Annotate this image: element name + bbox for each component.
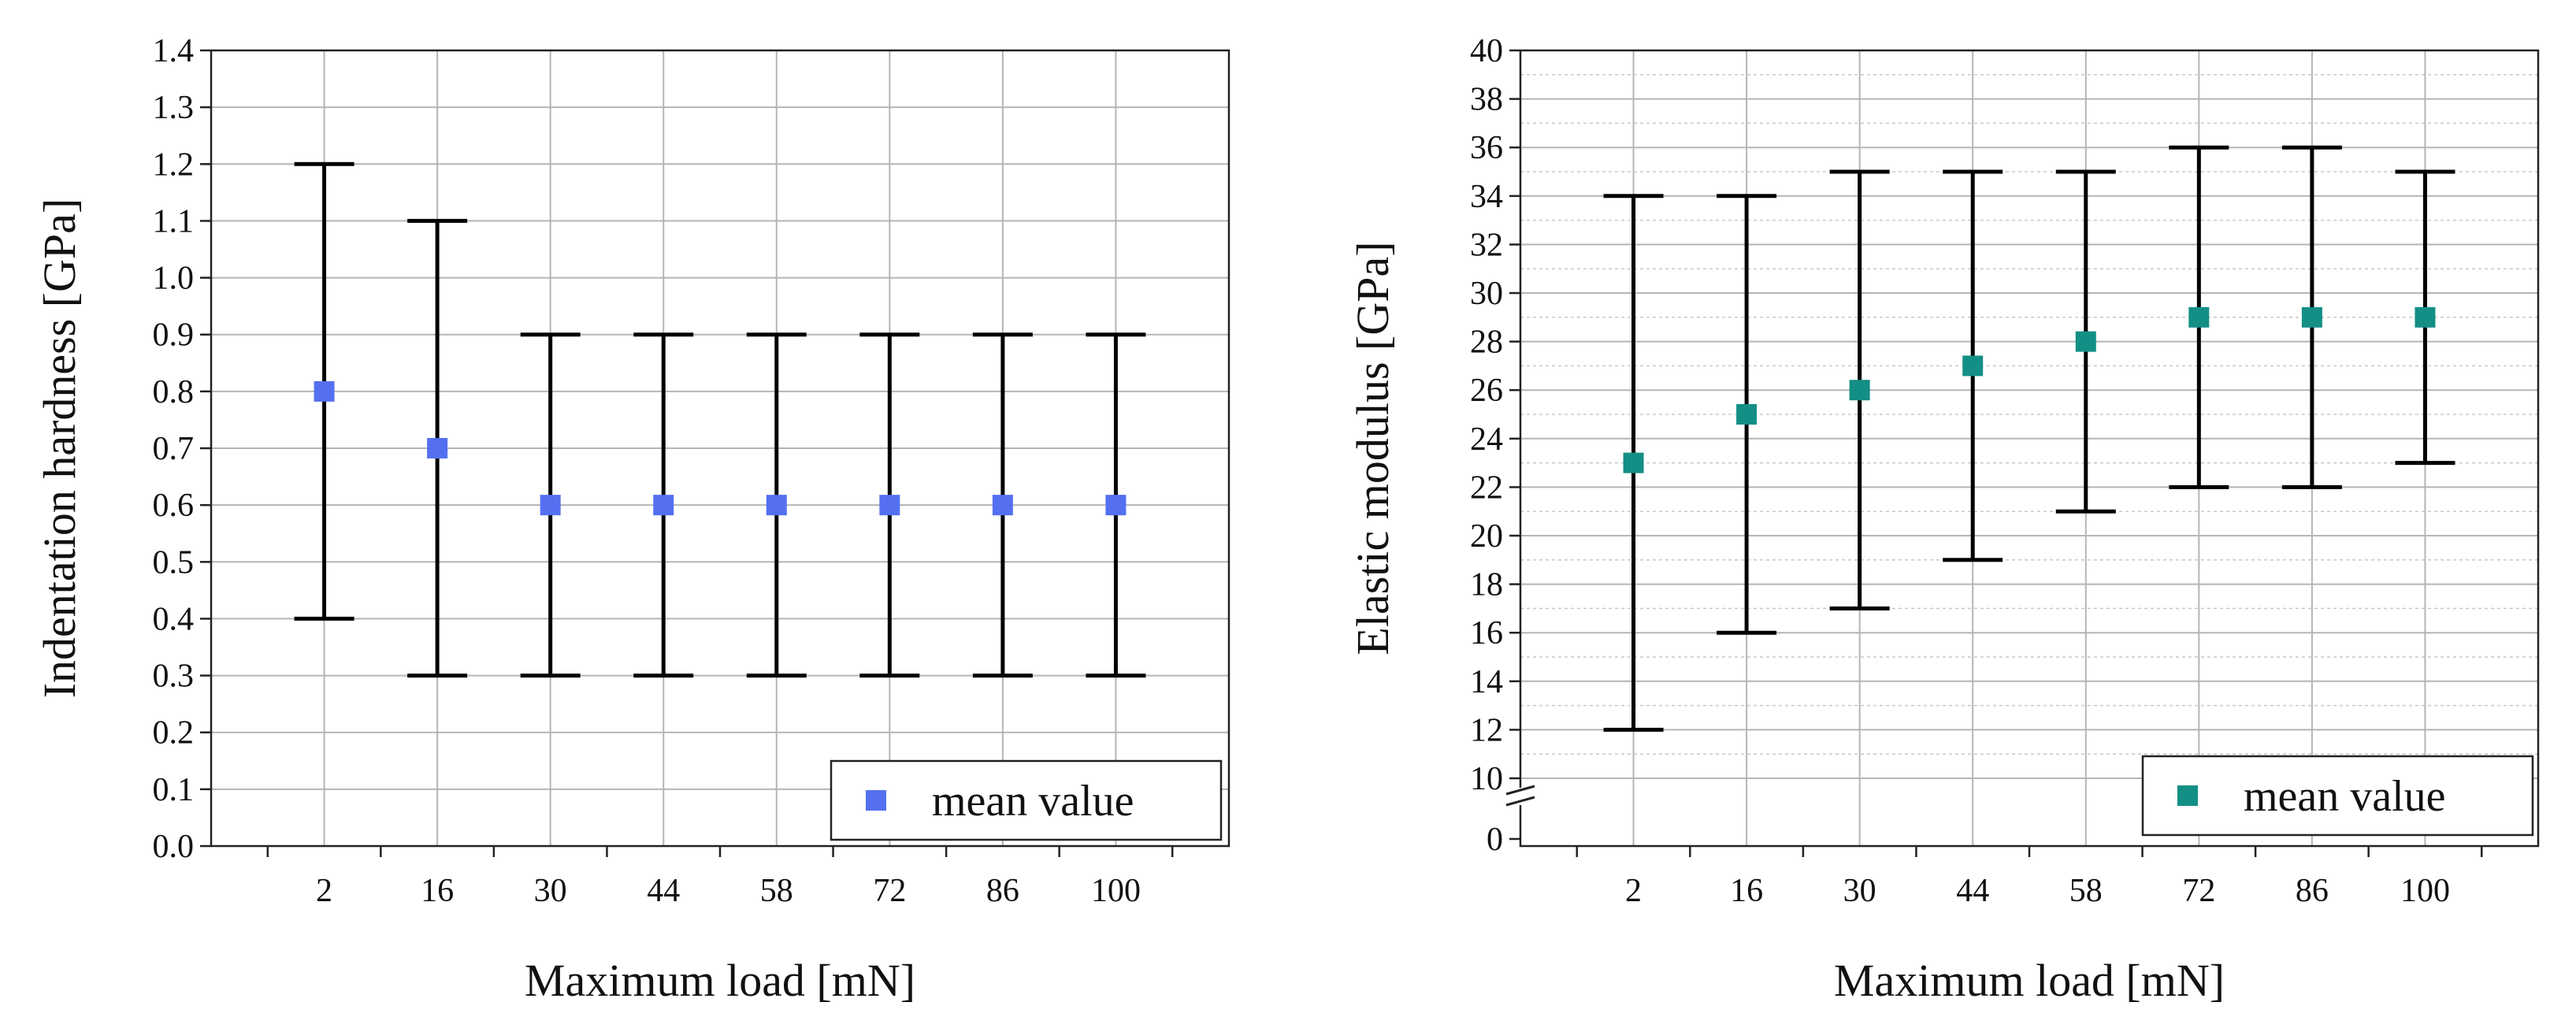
x-tick-label: 100 — [1091, 873, 1141, 909]
y-tick-label: 10 — [1470, 761, 1503, 797]
y-tick-label: 20 — [1470, 518, 1503, 555]
x-tick-label: 100 — [2400, 873, 2450, 909]
y-tick-label: 40 — [1470, 33, 1503, 69]
y-tick-label: 1.2 — [153, 147, 195, 183]
hardness-data-marks — [294, 161, 1146, 678]
hardness-x-ticks: 2 16 30 44 58 72 86 100 — [266, 846, 1174, 909]
mean-value-point — [653, 495, 674, 516]
mean-value-point — [879, 495, 900, 516]
hardness-y-axis-label: Indentation hardness [GPa] — [34, 199, 85, 699]
y-tick-label: 0.7 — [153, 431, 195, 467]
y-tick-label: 22 — [1470, 470, 1503, 506]
hardness-grid — [211, 50, 1229, 847]
y-tick-label: 0.8 — [153, 374, 195, 410]
mean-value-point — [2075, 331, 2096, 352]
x-tick-label: 86 — [986, 873, 1019, 909]
y-tick-label: 0 — [1487, 822, 1503, 858]
modulus-x-axis-label: Maximum load [mN] — [1834, 955, 2225, 1006]
x-tick-label: 2 — [1625, 873, 1642, 909]
y-tick-label: 0.0 — [153, 829, 195, 865]
hardness-legend: mean value — [830, 759, 1223, 841]
modulus-data-marks — [1603, 145, 2455, 732]
hardness-y-ticks: 0.0 0.1 0.2 0.3 0.4 0.5 0.6 0.7 0.8 0.9 1.0 1.1 1.2 1… — [153, 33, 211, 865]
mean-value-point — [540, 495, 561, 516]
y-tick-label: 1.4 — [153, 33, 195, 69]
y-tick-label: 0.9 — [153, 317, 195, 354]
mean-value-point — [1736, 404, 1758, 425]
y-tick-label: 36 — [1470, 130, 1503, 166]
modulus-chart: 10 12 14 16 18 20 22 24 26 28 30 32 34 36 38 40 0 2 16 30 4… — [1347, 33, 2540, 1006]
y-tick-label: 0.4 — [153, 601, 195, 637]
y-tick-label: 1.1 — [153, 203, 195, 239]
x-tick-label: 44 — [647, 873, 680, 909]
y-tick-label: 32 — [1470, 227, 1503, 263]
mean-value-point — [992, 495, 1013, 516]
modulus-y-ticks: 10 12 14 16 18 20 22 24 26 28 30 32 34 36 38 40 0 — [1470, 33, 1520, 858]
y-tick-label: 0.1 — [153, 772, 195, 808]
y-tick-label: 0.3 — [153, 659, 195, 695]
hardness-legend-marker — [866, 790, 886, 811]
y-tick-label: 38 — [1470, 82, 1503, 118]
hardness-legend-label: mean value — [932, 777, 1134, 826]
modulus-legend: mean value — [2141, 755, 2534, 837]
y-tick-label: 0.2 — [153, 715, 195, 752]
hardness-legend-box — [830, 759, 1223, 841]
y-tick-label: 28 — [1470, 325, 1503, 361]
x-tick-label: 86 — [2296, 873, 2329, 909]
mean-value-point — [766, 495, 787, 516]
axis-break-slash — [1505, 785, 1535, 796]
mean-value-point — [314, 380, 335, 402]
x-tick-label: 72 — [873, 873, 906, 909]
modulus-legend-box — [2141, 755, 2534, 837]
x-tick-label: 44 — [1956, 873, 1989, 909]
modulus-axis-break — [1505, 785, 1536, 807]
x-tick-label: 72 — [2182, 873, 2215, 909]
y-tick-label: 0.6 — [153, 488, 195, 524]
modulus-x-ticks: 2 16 30 44 58 72 86 100 — [1576, 846, 2483, 909]
y-tick-label: 26 — [1470, 373, 1503, 409]
x-tick-label: 16 — [421, 873, 454, 909]
mean-value-point — [2188, 306, 2210, 328]
y-tick-label: 34 — [1470, 179, 1503, 215]
y-tick-label: 0.5 — [153, 544, 195, 581]
hardness-chart: 0.0 0.1 0.2 0.3 0.4 0.5 0.6 0.7 0.8 0.9 1.0 1.1 1.2 1… — [34, 33, 1230, 1006]
mean-value-point — [1962, 355, 1984, 377]
y-tick-label: 16 — [1470, 615, 1503, 651]
modulus-legend-marker — [2177, 785, 2198, 806]
mean-value-point — [2415, 306, 2436, 328]
y-tick-label: 1.0 — [153, 261, 195, 297]
mean-value-point — [2301, 306, 2322, 328]
y-tick-label: 1.3 — [153, 90, 195, 126]
mean-value-point — [1105, 495, 1127, 516]
mean-value-point — [1849, 380, 1870, 401]
modulus-plot-frame — [1519, 49, 2540, 848]
y-tick-label: 14 — [1470, 664, 1503, 700]
y-tick-label: 30 — [1470, 276, 1503, 312]
x-tick-label: 58 — [760, 873, 793, 909]
modulus-grid — [1520, 50, 2538, 846]
x-tick-label: 30 — [1843, 873, 1876, 909]
hardness-x-axis-label: Maximum load [mN] — [525, 955, 915, 1006]
y-tick-label: 12 — [1470, 712, 1503, 748]
x-tick-label: 58 — [2069, 873, 2103, 909]
mean-value-point — [427, 438, 448, 458]
modulus-legend-label: mean value — [2244, 772, 2446, 821]
mean-value-point — [1623, 452, 1644, 473]
modulus-y-axis-label: Elastic modulus [GPa] — [1347, 241, 1398, 655]
x-tick-label: 30 — [534, 873, 567, 909]
x-tick-label: 2 — [316, 873, 332, 909]
y-tick-label: 24 — [1470, 421, 1503, 458]
y-tick-label: 18 — [1470, 567, 1503, 603]
axis-break-slash — [1505, 796, 1535, 807]
x-tick-label: 16 — [1730, 873, 1763, 909]
